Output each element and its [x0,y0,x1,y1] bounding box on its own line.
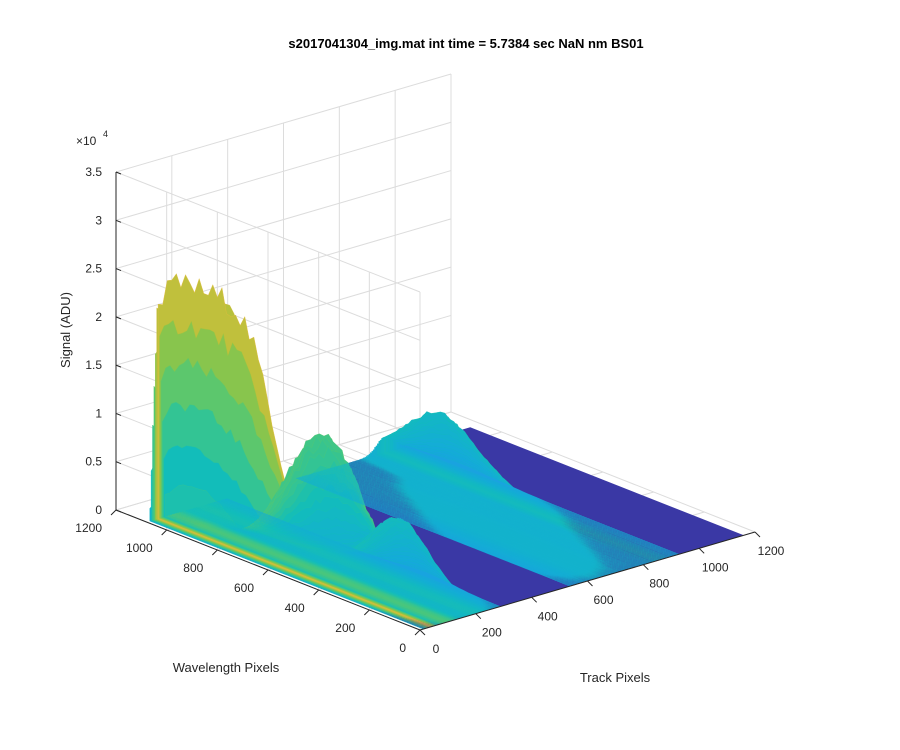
y-tick [161,529,168,536]
grid-line [115,170,452,270]
z-tick-label: 3 [95,213,102,227]
grid-line [115,171,421,293]
z-tick [115,509,122,513]
z-exponent-label: ×10 4 [76,129,108,148]
x-tick [642,564,649,571]
y-tick [313,589,320,596]
y-tick-label: 400 [285,601,305,615]
x-tick-label: 1000 [702,560,729,574]
surface-plot [149,273,744,630]
z-tick [115,364,122,368]
x-tick-label: 200 [482,626,502,640]
z-tick [115,412,122,416]
z-exponent-base: ×10 [76,134,97,148]
z-tick-labels: 0 0.5 1 1.5 2 2.5 3 3.5 [85,165,102,517]
x-tick [754,531,761,538]
y-tick [363,609,370,616]
z-tick-label: 2.5 [85,262,102,276]
x-tick-label: 1200 [758,544,785,558]
y-tick-label: 800 [183,561,203,575]
y-tick-labels: 0 200 400 600 800 1000 1200 [75,521,406,655]
y-axis-label: Wavelength Pixels [173,660,280,675]
x-tick [587,580,593,587]
z-tick [115,316,122,320]
z-tick-label: 2 [95,310,102,324]
grid-line [115,73,452,173]
z-tick-label: 3.5 [85,165,102,179]
y-tick [110,509,117,516]
axes [110,171,761,636]
x-tick-label: 400 [538,609,558,623]
z-tick-label: 1.5 [85,358,102,372]
y-tick-label: 1000 [126,541,153,555]
x-tick [531,596,538,603]
x-tick [419,629,426,636]
surface-ribbon [405,444,679,555]
x-tick-labels: 0 200 400 600 800 1000 1200 [433,544,785,656]
z-tick [115,171,122,175]
y-tick-label: 0 [399,641,406,655]
y-tick [262,569,269,576]
y-tick [414,629,421,636]
grid-line [115,219,421,341]
y-tick-label: 600 [234,581,254,595]
grid-line [115,121,452,221]
y-tick [211,549,218,556]
x-tick [475,613,482,620]
x-tick-label: 800 [649,577,669,591]
x-axis-label: Track Pixels [580,670,651,685]
x-tick-label: 0 [433,642,440,656]
z-exponent-power: 4 [103,129,108,139]
z-axis-label: Signal (ADU) [58,292,73,368]
chart-title: s2017041304_img.mat int time = 5.7384 se… [288,36,643,51]
x-tick-label: 600 [593,593,613,607]
z-tick-label: 0.5 [85,455,102,469]
z-tick-label: 0 [95,503,102,517]
z-tick-label: 1 [95,406,102,420]
y-tick-label: 1200 [75,521,102,535]
z-tick [115,219,122,223]
x-tick [698,547,705,554]
y-tick-label: 200 [335,621,355,635]
z-tick [115,268,122,272]
z-tick [115,461,122,465]
